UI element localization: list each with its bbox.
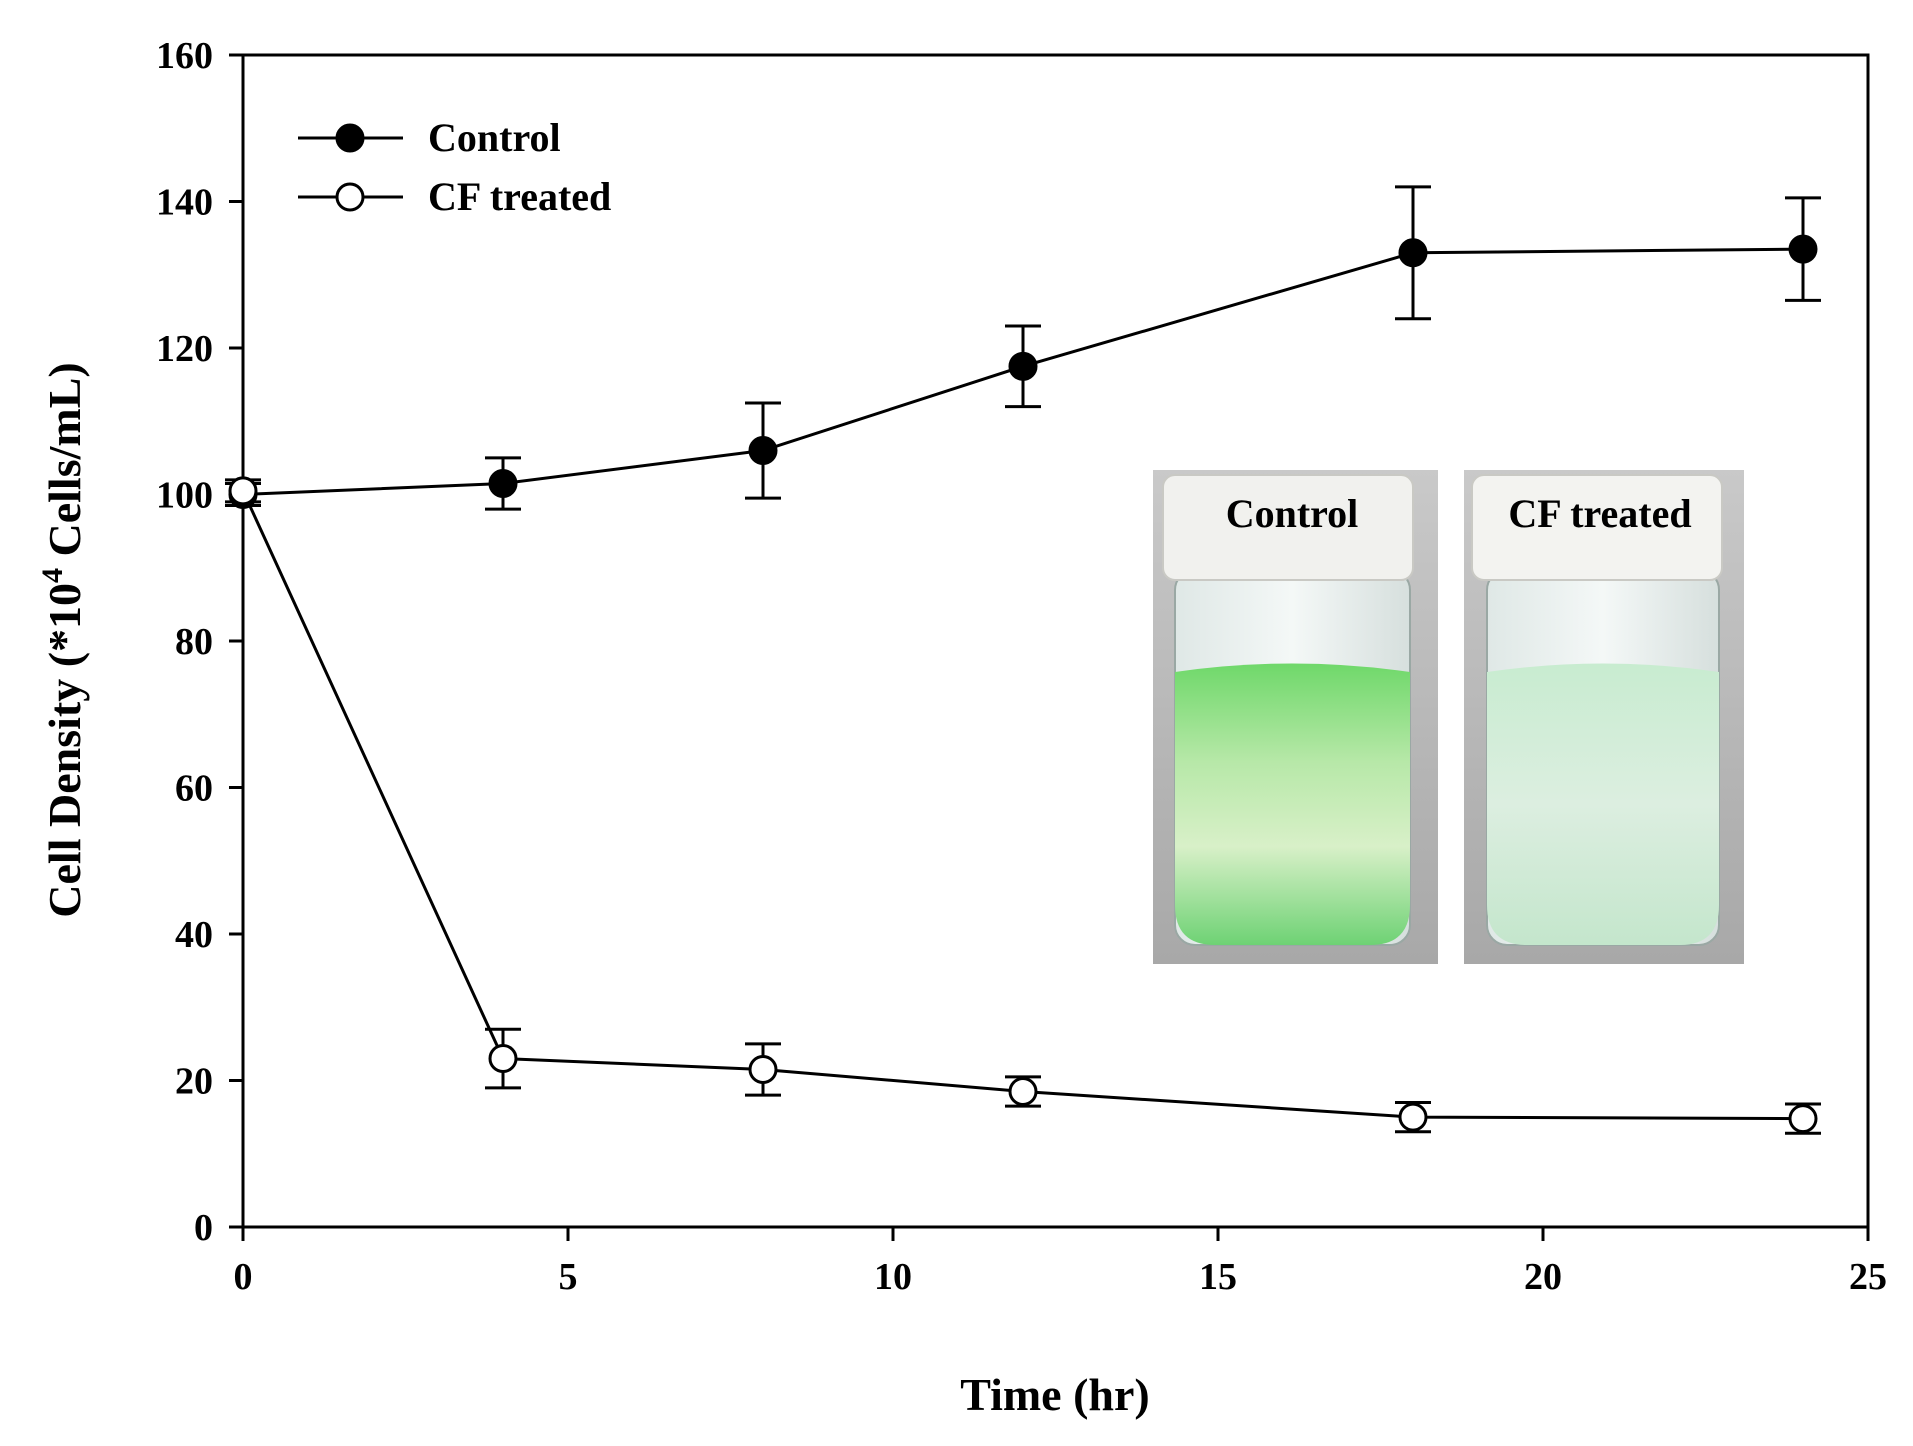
y-tick-label: 20 <box>175 1061 213 1103</box>
control-vial-label: Control <box>1226 491 1359 536</box>
x-tick-label: 5 <box>559 1256 578 1298</box>
legend-cf-marker <box>335 182 365 212</box>
legend: Control CF treated <box>298 115 611 219</box>
data-point <box>488 469 518 499</box>
data-point <box>748 1055 778 1085</box>
inset-photo: Control CF treated <box>1153 470 1744 964</box>
x-tick-label: 25 <box>1849 1256 1887 1298</box>
x-tick-label: 15 <box>1199 1256 1237 1298</box>
control-vial-panel: Control <box>1153 470 1438 964</box>
y-tick-label: 160 <box>156 35 213 77</box>
y-tick-label: 0 <box>194 1207 213 1249</box>
y-axis-ticks: 0 20 40 60 80 100 120 140 160 <box>156 35 243 1249</box>
series-cf-treated <box>225 476 1821 1135</box>
data-point <box>1398 238 1428 268</box>
y-tick-label: 100 <box>156 475 213 517</box>
x-tick-label: 20 <box>1524 1256 1562 1298</box>
data-point <box>1788 1104 1818 1134</box>
series-layer <box>225 185 1821 1135</box>
y-tick-label: 80 <box>175 621 213 663</box>
cf-vial-liquid <box>1487 663 1719 945</box>
y-tick-label: 140 <box>156 182 213 224</box>
x-tick-label: 0 <box>234 1256 253 1298</box>
data-point <box>1008 1076 1038 1106</box>
series-control <box>225 185 1821 511</box>
legend-control-label: Control <box>428 115 561 160</box>
control-vial-cap <box>1162 474 1414 581</box>
series-line <box>242 247 1804 496</box>
data-point <box>228 476 258 506</box>
y-axis-title: Cell Density (*104 Cells/mL) <box>36 362 90 917</box>
data-point <box>488 1044 518 1074</box>
data-point <box>1398 1102 1428 1132</box>
legend-cf-label: CF treated <box>428 174 611 219</box>
data-point <box>1788 234 1818 264</box>
control-vial-liquid <box>1175 663 1410 945</box>
y-tick-label: 120 <box>156 328 213 370</box>
series-line <box>241 490 1804 1121</box>
legend-control-marker <box>335 123 365 153</box>
cf-vial-label: CF treated <box>1508 491 1691 536</box>
data-point <box>748 436 778 466</box>
data-point <box>1008 351 1038 381</box>
y-tick-label: 40 <box>175 914 213 956</box>
cf-vial-panel: CF treated <box>1464 470 1744 964</box>
x-axis-title: Time (hr) <box>960 1369 1150 1420</box>
cf-vial-cap <box>1471 474 1723 581</box>
x-tick-label: 10 <box>874 1256 912 1298</box>
x-axis-ticks: 0 5 10 15 20 25 <box>234 1227 1887 1298</box>
y-tick-label: 60 <box>175 768 213 810</box>
